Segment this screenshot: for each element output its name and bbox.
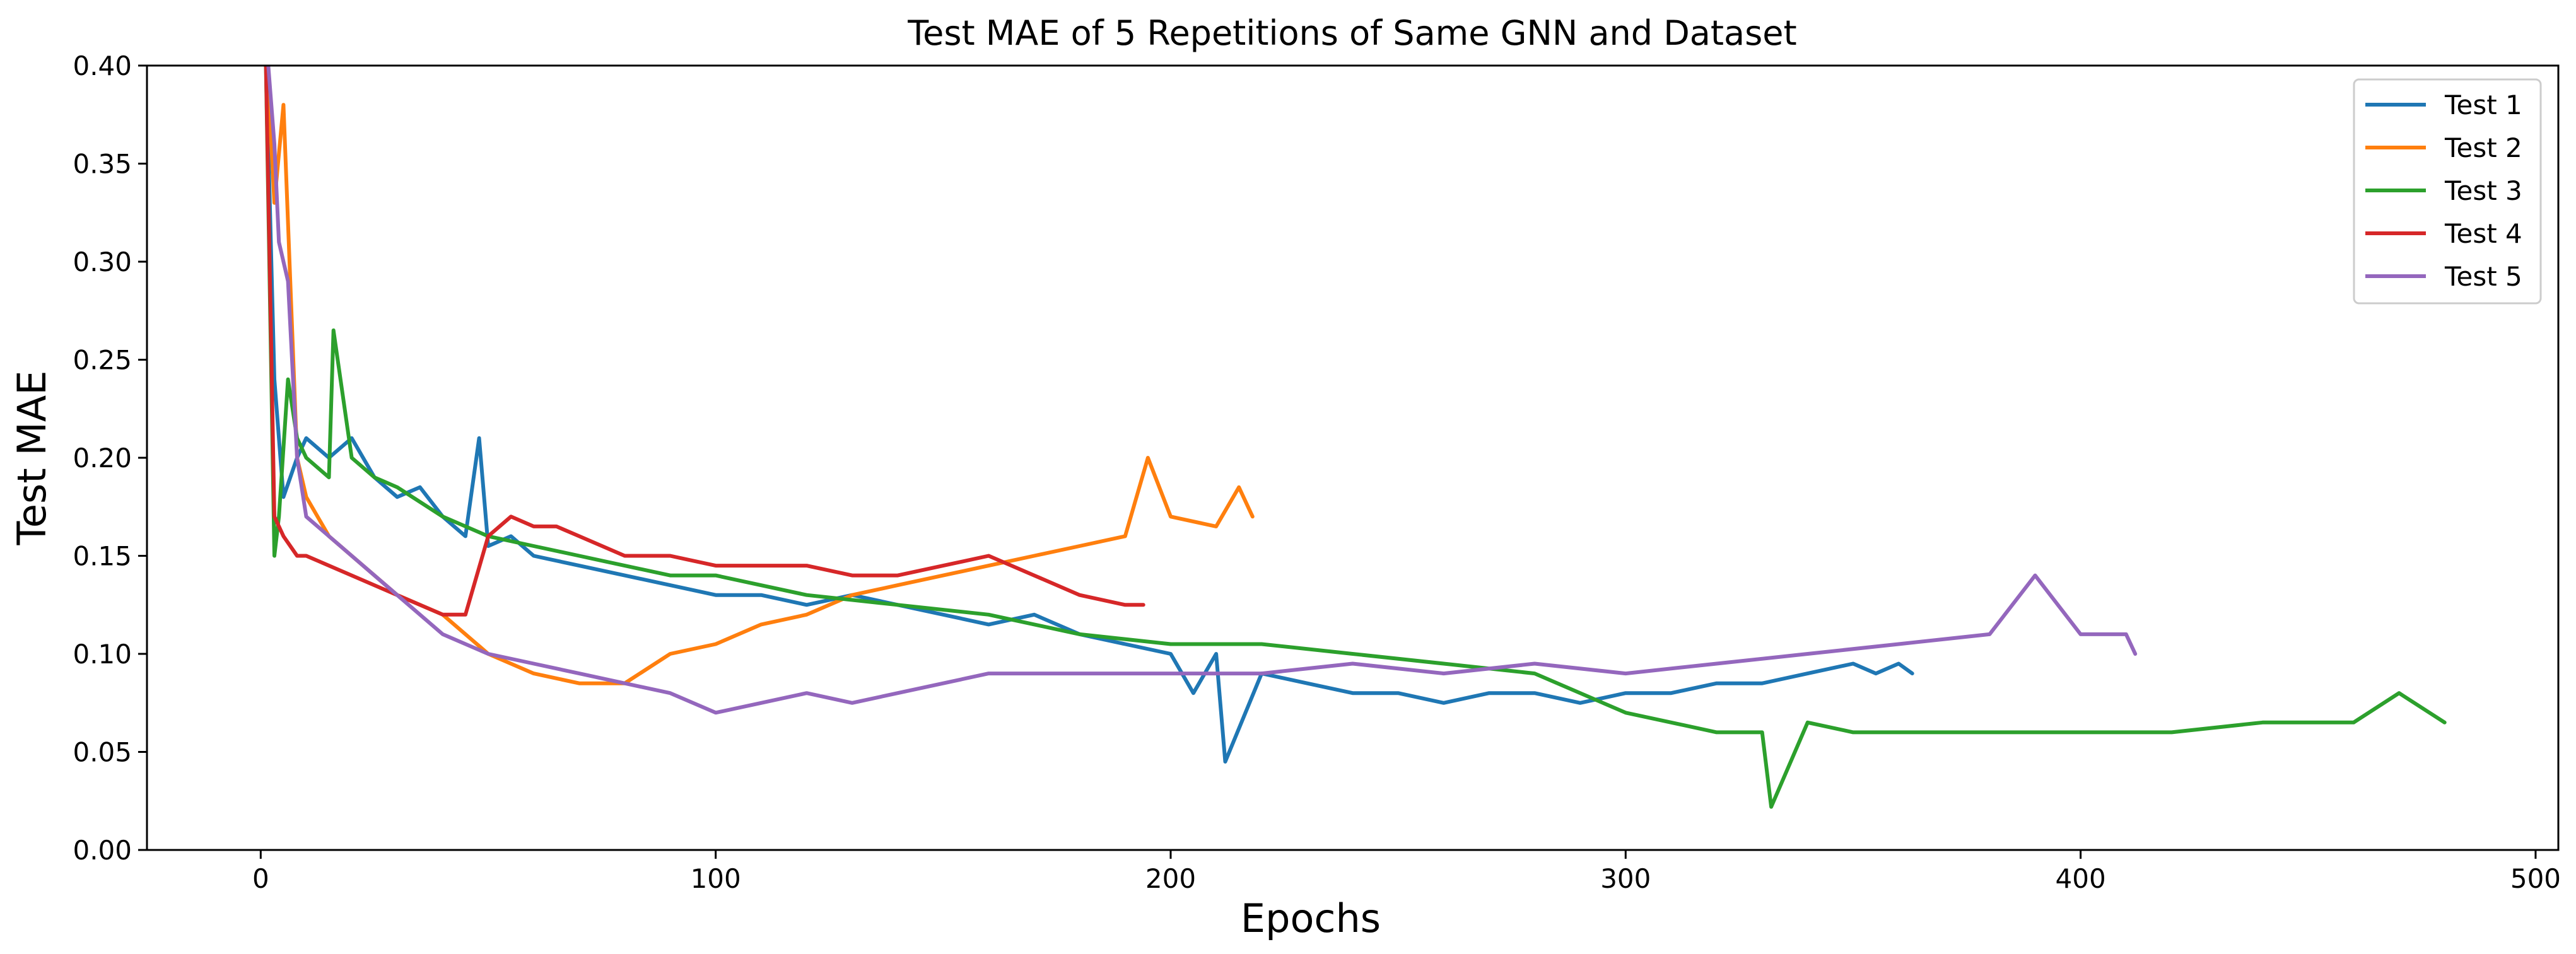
x-tick-label: 400 (2056, 863, 2106, 894)
y-axis-label: Test MAE (9, 371, 55, 546)
x-tick-label: 0 (252, 863, 269, 894)
y-tick-label: 0.35 (73, 149, 132, 180)
series-line-test-4 (264, 66, 1145, 617)
series-line-test-5 (266, 66, 2138, 715)
x-tick-label: 500 (2510, 863, 2561, 894)
x-axis-ticks: 0 100 200 300 400 500 (252, 850, 2561, 894)
legend-frame (2353, 78, 2542, 305)
plot-area-frame (146, 64, 2560, 851)
x-tick-label: 300 (1600, 863, 1651, 894)
legend-label: Test 2 (2444, 132, 2522, 163)
y-tick-label: 0.00 (73, 835, 132, 866)
legend-label: Test 5 (2444, 261, 2522, 292)
series-line-test-3 (264, 66, 2447, 809)
legend-label: Test 3 (2444, 175, 2522, 206)
y-tick-label: 0.25 (73, 345, 132, 376)
legend: Test 1 Test 2 Test 3 Test 4 Test 5 (2353, 78, 2542, 305)
legend-label: Test 1 (2444, 90, 2522, 120)
y-tick-label: 0.40 (73, 50, 132, 81)
x-tick-label: 100 (691, 863, 741, 894)
y-tick-label: 0.20 (73, 443, 132, 474)
y-tick-label: 0.15 (73, 541, 132, 572)
x-tick-label: 200 (1145, 863, 1196, 894)
chart-title: Test MAE of 5 Repetitions of Same GNN an… (907, 13, 1796, 53)
series-line-test-2 (265, 66, 1255, 685)
x-axis-label: Epochs (1241, 895, 1381, 941)
y-axis-ticks: 0.00 0.05 0.10 0.15 0.20 0.25 0.30 0.35 0.40 (73, 50, 147, 866)
y-tick-label: 0.30 (73, 247, 132, 277)
series-line-test-1 (264, 66, 1914, 764)
legend-label: Test 4 (2444, 218, 2522, 249)
y-tick-label: 0.05 (73, 737, 132, 768)
y-tick-label: 0.10 (73, 639, 132, 670)
series-layer (264, 66, 2447, 809)
